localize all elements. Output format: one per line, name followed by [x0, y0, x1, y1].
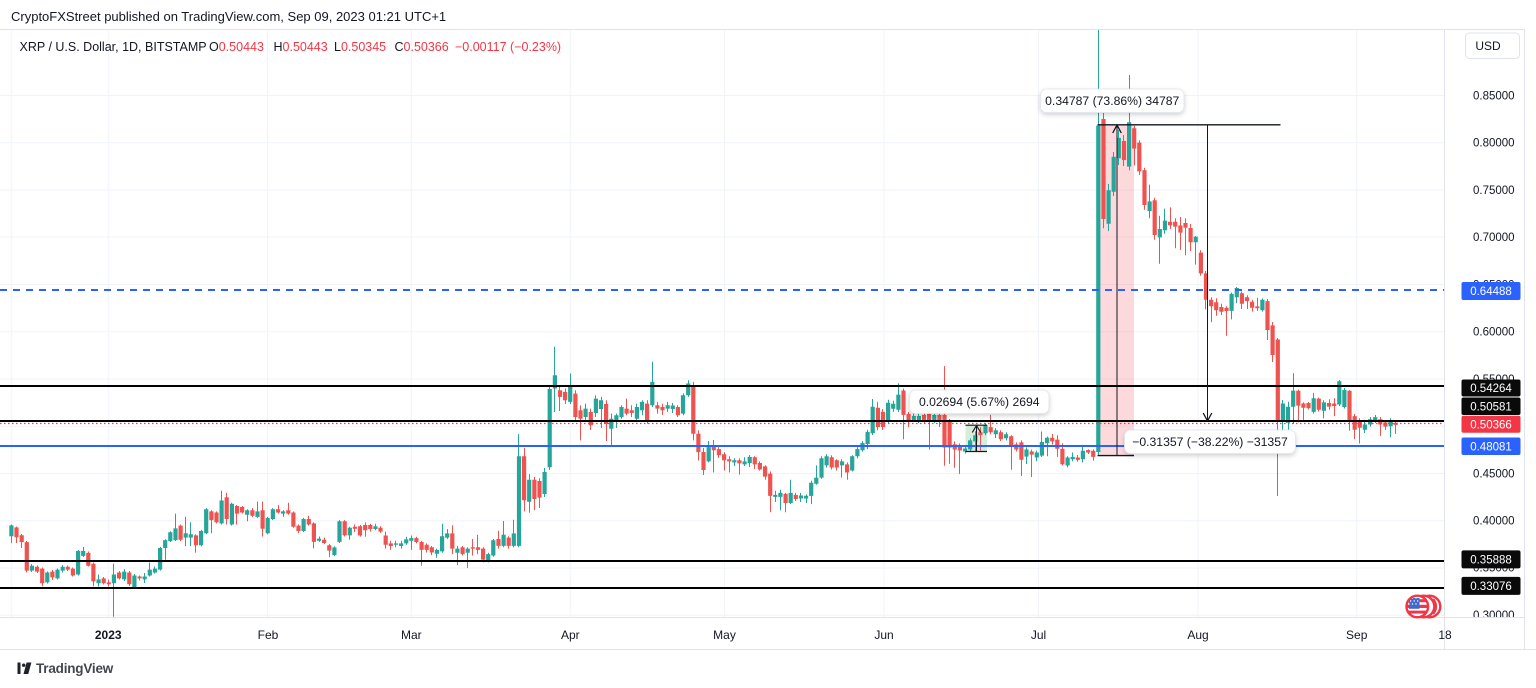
svg-text:0.40000: 0.40000 [1473, 516, 1515, 528]
svg-text:USD: USD [1475, 39, 1501, 53]
svg-text:Mar: Mar [401, 628, 422, 642]
svg-text:0.35888: 0.35888 [1470, 554, 1512, 566]
svg-text:2023: 2023 [95, 628, 122, 642]
svg-text:−0.31357 (−38.22%) −31357: −0.31357 (−38.22%) −31357 [1132, 435, 1288, 449]
svg-text:Apr: Apr [561, 628, 580, 642]
svg-text:0.75000: 0.75000 [1473, 185, 1515, 197]
svg-text:XRP / U.S. Dollar, 1D, BITSTAM: XRP / U.S. Dollar, 1D, BITSTAMP [20, 40, 207, 54]
svg-text:0.50581: 0.50581 [1470, 401, 1512, 413]
svg-text:CryptoFXStreet published on Tr: CryptoFXStreet published on TradingView.… [11, 9, 446, 24]
svg-text:18: 18 [1438, 628, 1452, 642]
svg-text:0.48081: 0.48081 [1470, 441, 1512, 453]
svg-text:0.50366: 0.50366 [1470, 419, 1512, 431]
svg-text:0.85000: 0.85000 [1473, 91, 1515, 103]
svg-text:Sep: Sep [1346, 628, 1368, 642]
svg-text:0.80000: 0.80000 [1473, 138, 1515, 150]
svg-text:0.60000: 0.60000 [1473, 327, 1515, 339]
svg-text:Jul: Jul [1031, 628, 1046, 642]
svg-text:O0.50443: O0.50443 [209, 40, 264, 54]
svg-text:0.02694 (5.67%) 2694: 0.02694 (5.67%) 2694 [919, 395, 1040, 409]
svg-text:0.34787 (73.86%) 34787: 0.34787 (73.86%) 34787 [1045, 94, 1179, 108]
svg-text:C0.50366: C0.50366 [395, 40, 449, 54]
svg-text:L0.50345: L0.50345 [334, 40, 386, 54]
svg-text:TradingView: TradingView [36, 661, 114, 676]
svg-text:Jun: Jun [874, 628, 893, 642]
svg-text:Feb: Feb [258, 628, 279, 642]
svg-text:H0.50443: H0.50443 [274, 40, 328, 54]
svg-text:Aug: Aug [1187, 628, 1208, 642]
svg-text:0.70000: 0.70000 [1473, 232, 1515, 244]
svg-text:0.45000: 0.45000 [1473, 469, 1515, 481]
svg-text:May: May [713, 628, 736, 642]
svg-text:−0.00117 (−0.23%): −0.00117 (−0.23%) [455, 40, 561, 54]
svg-text:0.33076: 0.33076 [1470, 581, 1512, 593]
svg-text:0.54264: 0.54264 [1470, 383, 1512, 395]
svg-text:0.64488: 0.64488 [1470, 286, 1512, 298]
